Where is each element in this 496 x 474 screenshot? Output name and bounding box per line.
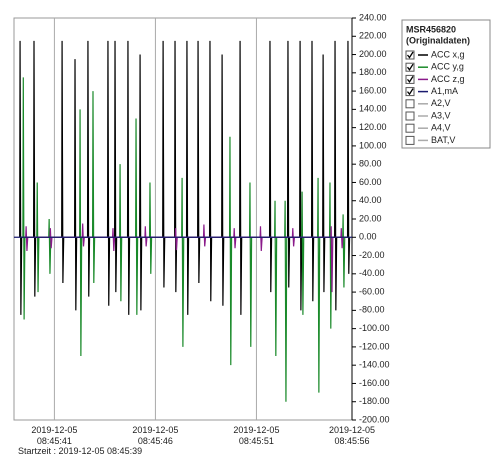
plot-area	[13, 17, 353, 421]
legend-label: A2,V	[431, 98, 451, 108]
y-tick-label: -80.00	[359, 305, 385, 315]
legend-label: A1,mA	[431, 86, 458, 96]
legend-label: A3,V	[431, 110, 451, 120]
legend-label: A4,V	[431, 123, 451, 133]
legend-checkbox	[405, 74, 415, 84]
legend-label: BAT,V	[431, 135, 455, 145]
x-tick-label: 2019-12-05 08:45:41	[31, 425, 78, 446]
y-tick-label: 140.00	[359, 104, 387, 114]
y-tick-label: 120.00	[359, 122, 387, 132]
legend-checkbox	[405, 50, 415, 60]
legend-checkbox	[405, 62, 415, 72]
y-tick-label: 180.00	[359, 67, 387, 77]
legend-checkmark	[406, 63, 414, 71]
legend-checkbox	[405, 123, 415, 133]
x-tick-label: 2019-12-05 08:45:46	[132, 425, 179, 446]
y-tick-label: -120.00	[359, 341, 390, 351]
legend-checkmark	[406, 76, 414, 84]
y-tick-label: 40.00	[359, 195, 382, 205]
y-tick-label: 200.00	[359, 49, 387, 59]
legend-checkmark	[406, 51, 414, 59]
y-tick-label: 100.00	[359, 140, 387, 150]
y-tick-label: 0.00	[359, 232, 377, 242]
legend-checkbox	[405, 87, 415, 97]
y-tick-label: -60.00	[359, 286, 385, 296]
y-tick-label: -180.00	[359, 396, 390, 406]
legend-checkbox	[405, 135, 415, 145]
legend-subtitle: (Originaldaten)	[406, 35, 470, 45]
legend-checkmark	[406, 88, 414, 96]
y-tick-label: -40.00	[359, 268, 385, 278]
y-tick-label: 20.00	[359, 213, 382, 223]
y-tick-label: 240.00	[359, 12, 387, 22]
x-tick-label: 2019-12-05 08:45:51	[233, 425, 280, 446]
legend-label: ACC x,g	[431, 49, 465, 59]
x-tick-label: 2019-12-05 08:45:56	[328, 425, 376, 446]
y-tick-label: 60.00	[359, 177, 382, 187]
y-tick-label: 80.00	[359, 159, 382, 169]
legend-checkbox	[405, 99, 415, 109]
legend-label: ACC y,g	[431, 62, 464, 72]
legend-box	[401, 19, 491, 149]
legend-checkbox	[405, 111, 415, 121]
y-tick-label: 220.00	[359, 31, 387, 41]
plot: 240.00 220.00 200.00 180.00 160.00 140.00 120.…	[13, 12, 390, 424]
footer: Startzeit : 2019-12-05 08:45:39	[18, 446, 143, 456]
legend-label: ACC z,g	[431, 74, 465, 84]
y-tick-label: -20.00	[359, 250, 385, 260]
y-tick-label: -160.00	[359, 378, 390, 388]
y-tick-label: 160.00	[359, 85, 387, 95]
y-tick-label: -200.00	[359, 414, 390, 424]
y-tick-label: -140.00	[359, 360, 390, 370]
y-tick-label: -100.00	[359, 323, 390, 333]
legend-title: MSR456820	[406, 24, 456, 34]
